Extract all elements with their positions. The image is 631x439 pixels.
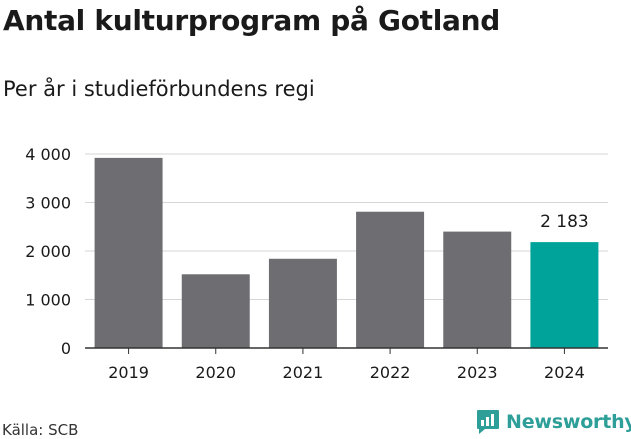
y-tick-label: 4 000 xyxy=(25,145,71,164)
source-note: Källa: SCB xyxy=(2,421,79,439)
x-tick-label: 2024 xyxy=(544,363,585,382)
y-tick-label: 2 000 xyxy=(25,242,71,261)
x-tick-label: 2023 xyxy=(457,363,498,382)
newsworthy-logo: Newsworthy xyxy=(476,409,631,435)
y-tick-label: 1 000 xyxy=(25,291,71,310)
x-tick-label: 2019 xyxy=(108,363,149,382)
x-tick-label: 2020 xyxy=(195,363,236,382)
x-tick-label: 2022 xyxy=(370,363,411,382)
x-tick-label: 2021 xyxy=(283,363,324,382)
bar-2021 xyxy=(268,258,337,348)
chart-title: Antal kulturprogram på Gotland xyxy=(3,4,501,37)
chart-subtitle: Per år i studieförbundens regi xyxy=(3,77,315,101)
y-tick-label: 3 000 xyxy=(25,194,71,213)
data-label: 2 183 xyxy=(540,212,589,232)
newsworthy-icon xyxy=(477,410,499,434)
y-tick-label: 0 xyxy=(61,339,71,358)
bar-2020 xyxy=(181,274,250,348)
brand-name: Newsworthy xyxy=(506,411,631,433)
bar-2023 xyxy=(443,231,512,348)
bar-2022 xyxy=(356,211,425,348)
bar-2024 xyxy=(530,242,599,348)
bar-2019 xyxy=(94,157,163,348)
